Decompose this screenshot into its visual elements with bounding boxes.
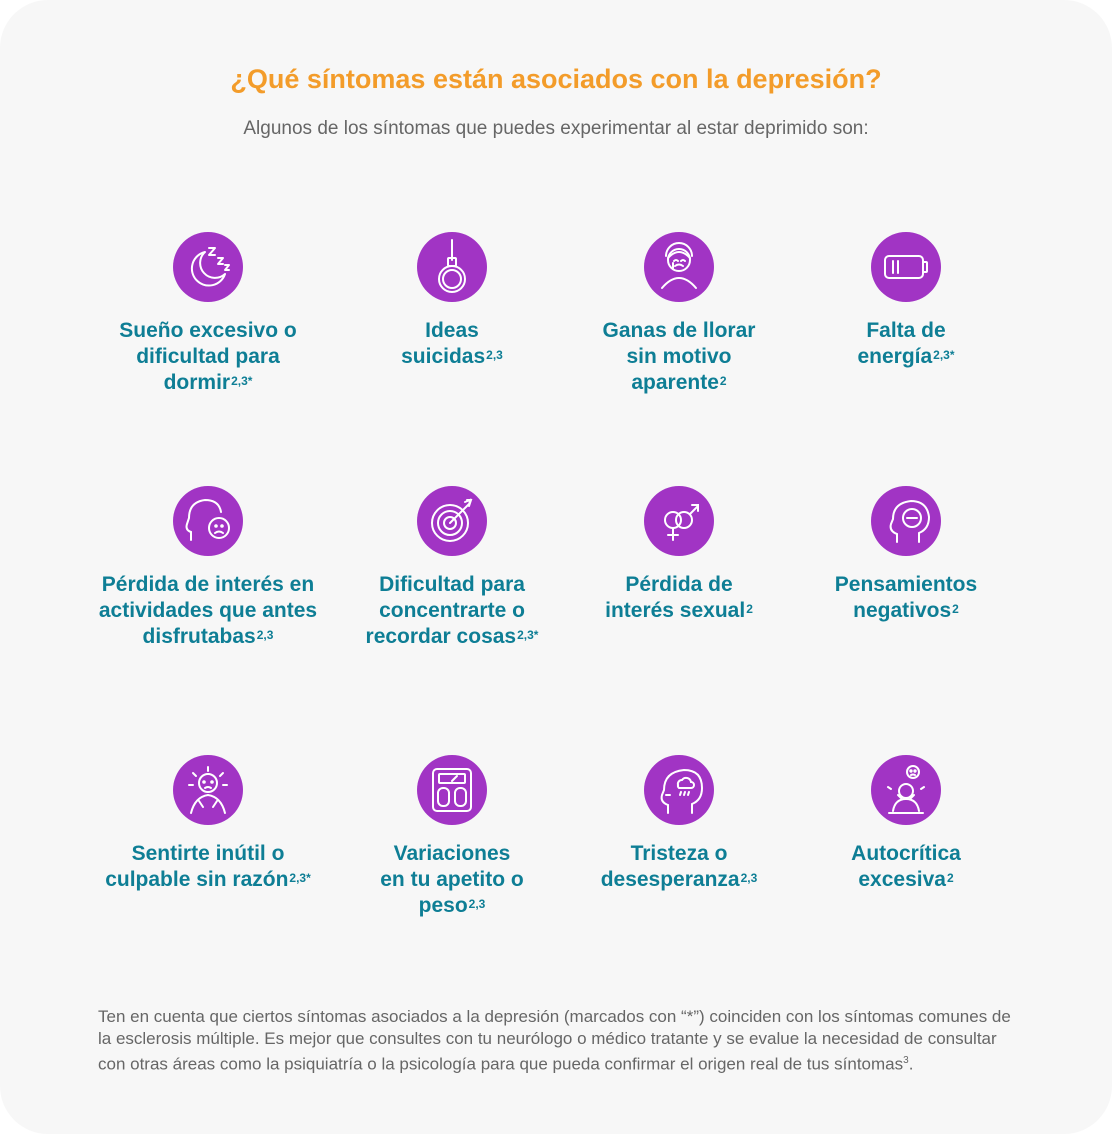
- symptom-label: Dificultad para concentrarte o recordar …: [365, 573, 539, 648]
- self-criticism-person-icon: [871, 755, 941, 825]
- scale-icon: [417, 755, 487, 825]
- reference-mark: 2,3: [486, 348, 503, 362]
- reference-mark: 2,3*: [517, 628, 539, 642]
- reference-mark: 2: [952, 602, 959, 616]
- sad-face-head-icon: [173, 486, 243, 556]
- page-title: ¿Qué síntomas están asociados con la dep…: [230, 64, 882, 94]
- reference-mark: 2,3*: [933, 348, 955, 362]
- reference-mark: 2: [746, 602, 753, 616]
- crying-person-icon: [644, 232, 714, 302]
- reference-mark: 2: [719, 374, 727, 388]
- footnote: Ten en cuenta que ciertos síntomas asoci…: [98, 1007, 1011, 1074]
- symptom-label: Pérdida de interés sexual2: [605, 573, 753, 622]
- reference-mark: 2,3*: [289, 871, 311, 885]
- symptom-label: Sueño excesivo o dificultad para dormir2…: [119, 319, 297, 394]
- target-arrow-icon: [417, 486, 487, 556]
- reference-mark: 2,3*: [231, 374, 253, 388]
- reference-mark: 2,3: [740, 871, 758, 885]
- symptom-label: Ganas de llorar sin motivo aparente2: [602, 319, 756, 394]
- page-subtitle: Algunos de los síntomas que puedes exper…: [243, 118, 869, 139]
- sleep-moon-icon: [173, 232, 243, 302]
- symptom-label: Pensamientos negativos2: [834, 573, 978, 622]
- symptom-label: Falta de energía2,3*: [857, 319, 955, 368]
- rain-cloud-head-icon: [644, 755, 714, 825]
- stressed-person-icon: [173, 755, 243, 825]
- reference-mark: 2,3: [256, 628, 274, 642]
- negative-thought-head-icon: [871, 486, 941, 556]
- gender-symbols-icon: [644, 486, 714, 556]
- reference-mark: 2: [946, 871, 954, 885]
- reference-mark: 3: [903, 1055, 909, 1066]
- symptom-label: Autocrítica excesiva2: [851, 842, 961, 891]
- symptom-label: Sentirte inútil o culpable sin razón2,3*: [105, 842, 311, 891]
- symptom-label: Ideas suicidas2,3: [401, 319, 503, 368]
- symptom-label: Tristeza o desesperanza2,3: [600, 842, 758, 891]
- noose-icon: [417, 232, 487, 302]
- reference-mark: 2,3: [468, 897, 486, 911]
- symptom-label: Variaciones en tu apetito o peso2,3: [380, 842, 524, 917]
- symptom-label: Pérdida de interés en actividades que an…: [98, 573, 318, 648]
- low-battery-icon: [871, 232, 941, 302]
